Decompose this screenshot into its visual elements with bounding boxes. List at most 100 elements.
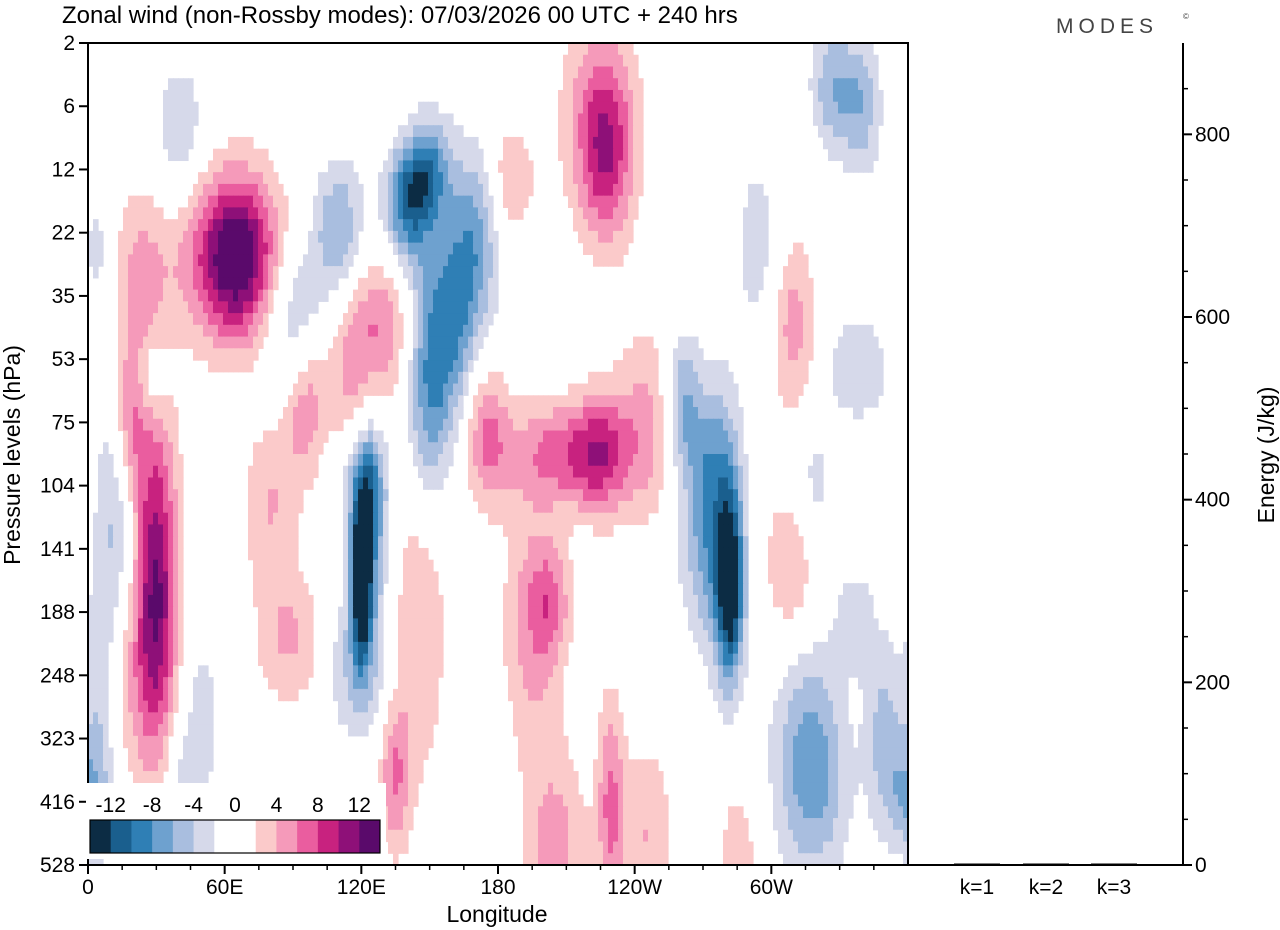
contour-cell [548,500,554,514]
contour-cell [183,125,189,138]
contour-cell [358,724,364,737]
contour-cell [408,630,414,643]
contour-cell [348,160,354,173]
contour-cell [478,254,484,267]
contour-cell [508,606,514,619]
contour-cell [798,594,804,608]
contour-cell [178,336,184,349]
contour-cell [598,442,604,455]
contour-cell [178,113,184,126]
contour-cell [353,547,359,561]
contour-cell [338,207,344,220]
contour-cell [818,735,824,749]
contour-cell [868,806,874,819]
contour-cell [423,289,429,302]
contour-cell [393,782,399,796]
contour-cell [433,348,439,361]
contour-cell [663,794,669,807]
contour-cell [353,512,359,526]
contour-cell [388,289,394,302]
contour-cell [168,536,174,549]
contour-cell [578,113,584,126]
contour-cell [443,454,449,467]
contour-cell [823,136,829,150]
contour-cell [168,230,174,244]
contour-cell [713,653,719,666]
contour-cell [903,759,909,772]
contour-cell [403,242,409,255]
contour-cell [178,136,184,150]
contour-cell [838,735,844,749]
contour-cell [203,324,209,338]
contour-cell [328,407,334,420]
contour-cell [873,383,879,396]
contour-cell [503,418,509,432]
contour-cell [538,547,544,561]
contour-cell [168,500,174,514]
contour-cell [503,630,509,643]
contour-cell [108,489,114,502]
contour-cell [638,442,644,455]
contour-cell [873,125,879,138]
contour-cell [448,207,454,220]
contour-cell [368,700,374,713]
contour-cell [823,653,829,666]
contour-cell [313,371,319,385]
contour-cell [743,477,749,490]
contour-cell [583,442,589,455]
contour-cell [413,571,419,584]
contour-cell [718,500,724,514]
contour-cell [893,759,899,772]
contour-cell [403,677,409,690]
contour-cell [428,148,434,162]
contour-cell [408,606,414,619]
contour-cell [558,113,564,126]
contour-cell [658,465,664,479]
contour-cell [703,489,709,502]
contour-cell [528,759,534,772]
contour-cell [513,172,519,185]
contour-cell [123,336,129,349]
contour-cell [598,242,604,255]
contour-cell [128,407,134,420]
contour-cell [793,383,799,396]
contour-cell [368,418,374,432]
contour-cell [603,183,609,197]
contour-cell [713,383,719,396]
contour-cell [538,618,544,631]
contour-cell [868,348,874,361]
contour-cell [218,348,224,361]
contour-cell [718,407,724,420]
contour-cell [643,348,649,361]
contour-cell [788,782,794,796]
contour-cell [713,583,719,596]
contour-cell [738,594,744,608]
contour-cell [898,806,904,819]
contour-cell [333,677,339,690]
contour-cell [523,747,529,760]
contour-cell [628,43,634,56]
contour-cell [193,688,199,702]
contour-cell [178,230,184,244]
contour-cell [763,219,769,232]
contour-cell [743,512,749,526]
contour-cell [318,395,324,408]
contour-cell [308,630,314,643]
contour-cell [418,606,424,619]
contour-cell [173,89,179,103]
contour-cell [238,136,244,150]
contour-cell [138,606,144,619]
contour-cell [488,254,494,267]
contour-cell [428,583,434,596]
contour-cell [273,277,279,291]
contour-cell [553,630,559,643]
contour-cell [368,324,374,338]
contour-cell [453,336,459,349]
contour-cell [388,324,394,338]
contour-cell [538,559,544,573]
contour-cell [433,594,439,608]
contour-cell [533,712,539,725]
contour-cell [438,219,444,232]
contour-cell [393,806,399,819]
contour-cell [848,160,854,173]
